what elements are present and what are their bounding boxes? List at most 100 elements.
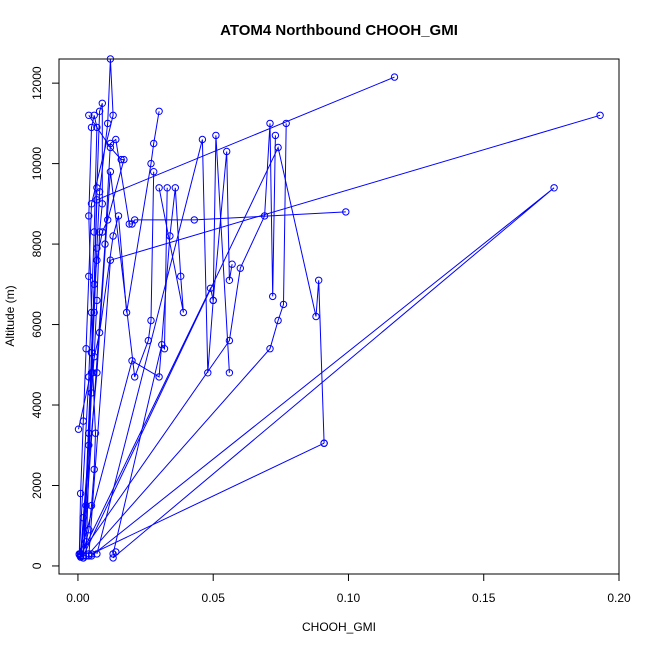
data-point	[155, 107, 163, 116]
data-point	[320, 439, 328, 447]
plot-area	[74, 55, 604, 562]
data-point	[550, 184, 558, 192]
data-point	[106, 256, 115, 264]
data-point	[104, 119, 112, 128]
series-line-11	[80, 123, 276, 555]
series-line-8	[112, 187, 168, 555]
data-point	[85, 111, 93, 120]
data-point	[109, 232, 117, 240]
y-tick-label: 2000	[30, 472, 44, 499]
x-axis-label: CHOOH_GMI	[302, 620, 376, 634]
data-point	[274, 316, 282, 325]
data-point	[95, 107, 104, 116]
data-point	[109, 554, 117, 562]
data-point	[106, 55, 115, 63]
data-point	[596, 111, 604, 120]
y-tick-label: 10000	[30, 147, 44, 181]
data-point	[155, 184, 163, 192]
y-tick-label: 8000	[30, 230, 44, 257]
data-point	[87, 123, 96, 132]
data-point	[155, 373, 163, 381]
series-line-7	[80, 187, 184, 555]
y-tick-label: 6000	[30, 311, 44, 338]
data-point	[85, 441, 93, 449]
x-tick-label: 0.10	[337, 591, 361, 605]
data-point	[74, 425, 83, 433]
x-tick-label: 0.15	[472, 591, 496, 605]
series-line-14	[85, 76, 395, 556]
data-point	[98, 99, 107, 108]
data-point	[269, 292, 277, 301]
y-tick-label: 12000	[30, 66, 44, 100]
series-line-15	[88, 114, 601, 556]
data-point	[87, 550, 96, 558]
data-point	[112, 135, 120, 144]
data-point	[228, 260, 236, 268]
x-tick-label: 0.00	[66, 591, 90, 605]
data-point	[160, 345, 169, 353]
data-point	[131, 216, 139, 224]
data-point	[131, 373, 139, 381]
data-point	[106, 139, 115, 148]
series-line-9	[96, 135, 230, 555]
data-point	[87, 552, 96, 560]
data-point	[390, 73, 399, 81]
data-point	[177, 272, 185, 280]
data-point	[225, 276, 234, 284]
data-point	[85, 212, 93, 220]
x-tick-label: 0.20	[607, 591, 631, 605]
data-point	[93, 123, 101, 132]
series-line-17	[91, 442, 325, 555]
data-point	[171, 184, 180, 192]
data-point	[190, 216, 199, 224]
data-point	[120, 155, 128, 164]
data-point	[90, 465, 98, 474]
data-point	[225, 369, 234, 377]
data-point	[342, 208, 350, 216]
data-point	[163, 184, 171, 192]
data-point	[266, 119, 274, 128]
chart-title: ATOM4 Northbound CHOOH_GMI	[220, 22, 458, 39]
series-line-12	[88, 123, 287, 555]
data-point	[87, 501, 96, 510]
data-point	[315, 276, 323, 284]
data-point	[209, 296, 217, 305]
data-point	[236, 264, 245, 272]
data-point	[206, 284, 215, 292]
data-point	[85, 272, 93, 280]
data-point	[76, 489, 85, 498]
data-point	[212, 131, 220, 140]
data-point	[179, 308, 188, 317]
data-point	[223, 147, 231, 156]
series-line-4	[82, 138, 346, 558]
plot-frame	[58, 58, 620, 575]
y-axis: 0 2000 4000 6000 8000 10000 12000	[30, 66, 60, 569]
data-point	[117, 155, 125, 164]
y-axis-label: Altitude (m)	[3, 285, 17, 346]
series-line-16	[91, 187, 555, 559]
y-tick-label: 0	[30, 562, 44, 569]
data-point	[87, 308, 96, 317]
data-point	[274, 143, 282, 152]
series-line-6	[80, 171, 155, 554]
data-point	[109, 111, 117, 120]
data-point	[106, 168, 115, 176]
data-point	[128, 357, 136, 365]
series-line-13	[82, 145, 325, 557]
data-point	[271, 131, 280, 140]
data-point	[198, 135, 207, 144]
data-point	[93, 184, 101, 192]
data-point	[266, 345, 274, 353]
data-point	[147, 159, 155, 168]
y-tick-label: 4000	[30, 391, 44, 418]
data-point	[112, 548, 120, 556]
data-point	[150, 139, 158, 148]
data-point	[82, 345, 90, 353]
x-axis: 0.00 0.05 0.10 0.15 0.20	[66, 573, 631, 605]
data-point	[204, 369, 212, 377]
data-point	[93, 369, 101, 377]
data-point	[147, 316, 155, 325]
data-point	[125, 220, 134, 228]
data-point	[90, 111, 98, 120]
